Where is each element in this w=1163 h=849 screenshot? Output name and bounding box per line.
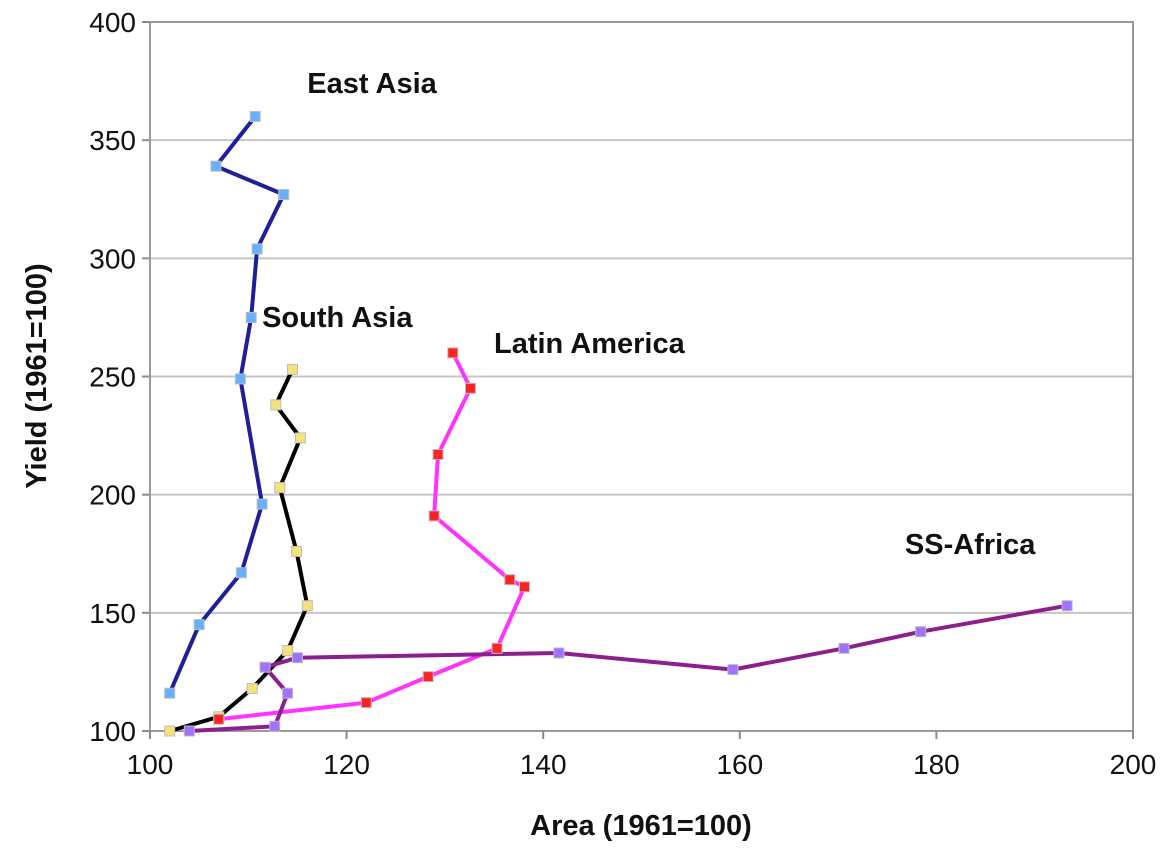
data-point-south-asia: [291, 545, 302, 557]
y-tick-label: 100: [89, 716, 136, 747]
data-point-south-asia: [287, 363, 298, 375]
y-tick-label: 150: [89, 598, 136, 629]
data-point-south-asia: [282, 645, 294, 657]
data-point-ss-africa: [1061, 600, 1073, 612]
data-point-ss-africa: [269, 720, 281, 732]
data-point-east-asia: [251, 243, 263, 255]
data-point-south-asia: [246, 683, 258, 694]
data-point-latin-america: [360, 697, 372, 709]
y-tick-label: 350: [89, 125, 136, 156]
x-tick-label: 180: [913, 749, 960, 780]
label-layer: East Asia South Asia Latin America SS-Afric…: [262, 68, 1036, 561]
data-point-latin-america: [465, 382, 476, 394]
series-label-south-asia: South Asia: [262, 302, 413, 334]
data-point-latin-america: [504, 574, 516, 586]
series-line-south-asia: [167, 367, 310, 733]
x-tick-label: 100: [127, 749, 174, 780]
series-layer: [167, 114, 1070, 733]
x-tick-label: 160: [716, 749, 763, 780]
data-point-south-asia: [294, 432, 306, 444]
data-point-ss-africa: [282, 687, 294, 699]
series-label-ss-africa: SS-Africa: [905, 529, 1036, 561]
data-point-east-asia: [278, 189, 290, 200]
y-tick-label: 300: [89, 243, 136, 274]
series-line-latin-america: [216, 350, 527, 722]
x-tick-label: 200: [1110, 749, 1157, 780]
x-tick-label: 120: [323, 749, 370, 780]
data-point-latin-america: [447, 347, 459, 359]
y-tick-label: 200: [89, 480, 136, 511]
axis-layer: 100 150 200 250 300 350 400 100 120 140 160 180 200: [89, 7, 1156, 780]
y-tick-label: 400: [89, 7, 136, 38]
series-label-latin-america: Latin America: [494, 328, 686, 360]
data-point-latin-america: [422, 671, 434, 683]
series-label-east-asia: East Asia: [307, 68, 437, 100]
data-point-ss-africa: [838, 642, 850, 654]
data-point-south-asia: [301, 600, 313, 612]
data-point-ss-africa: [727, 664, 739, 676]
data-point-east-asia: [249, 111, 261, 122]
data-point-latin-america: [213, 713, 225, 725]
data-point-east-asia: [210, 160, 222, 172]
marker-layer: [164, 111, 1073, 737]
data-point-south-asia: [164, 725, 176, 737]
data-point-east-asia: [193, 619, 205, 631]
data-point-east-asia: [235, 567, 247, 579]
data-point-east-asia: [245, 311, 257, 323]
data-point-latin-america: [519, 581, 530, 593]
data-point-latin-america: [428, 510, 440, 522]
data-point-south-asia: [274, 482, 286, 494]
data-point-east-asia: [256, 498, 268, 510]
x-axis-title: Area (1961=100): [530, 810, 752, 842]
data-point-east-asia: [164, 687, 176, 699]
series-line-ss-africa: [187, 603, 1070, 733]
y-axis-title: Yield (1961=100): [21, 263, 53, 488]
x-tick-label: 140: [520, 749, 567, 780]
plot-area-frame: [149, 21, 1134, 732]
data-point-ss-africa: [291, 652, 303, 664]
y-tick-label: 250: [89, 362, 136, 393]
data-point-ss-africa: [259, 661, 271, 673]
data-point-ss-africa: [553, 647, 565, 659]
data-point-latin-america: [432, 449, 444, 460]
data-point-ss-africa: [183, 725, 195, 737]
data-point-south-asia: [270, 399, 282, 411]
data-point-east-asia: [234, 373, 246, 385]
data-point-latin-america: [491, 642, 503, 654]
series-line-east-asia: [167, 114, 286, 696]
data-point-ss-africa: [915, 626, 927, 638]
